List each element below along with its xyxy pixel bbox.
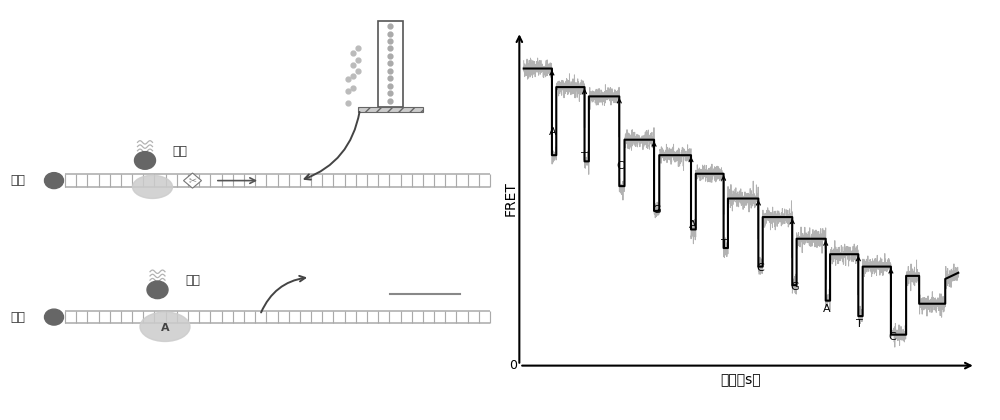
Bar [378,21,403,107]
Text: A: A [689,220,696,230]
Text: FRET: FRET [503,181,517,216]
Text: 时间（sＩ: 时间（sＩ [721,373,761,387]
Text: ✂: ✂ [188,176,197,186]
Text: 供体: 供体 [10,174,25,187]
Text: C: C [889,331,896,341]
Text: 0: 0 [509,359,517,372]
Text: T: T [721,239,728,249]
Bar [358,107,422,112]
Text: 受体: 受体 [173,145,188,158]
Text: 受体: 受体 [185,274,200,287]
Text: 供体: 供体 [10,311,25,323]
Text: C: C [616,161,624,171]
Polygon shape [184,173,202,188]
Text: T: T [581,152,588,162]
Circle shape [44,173,64,189]
Circle shape [44,309,64,325]
Text: C: C [756,263,764,273]
Text: A: A [548,127,556,137]
Ellipse shape [140,312,190,341]
Circle shape [147,281,168,299]
Text: T: T [856,319,863,329]
Ellipse shape [132,176,173,199]
Text: G: G [652,205,661,215]
Text: A: A [823,304,831,314]
Text: G: G [790,282,799,292]
Circle shape [134,152,156,169]
Text: A: A [161,323,169,333]
